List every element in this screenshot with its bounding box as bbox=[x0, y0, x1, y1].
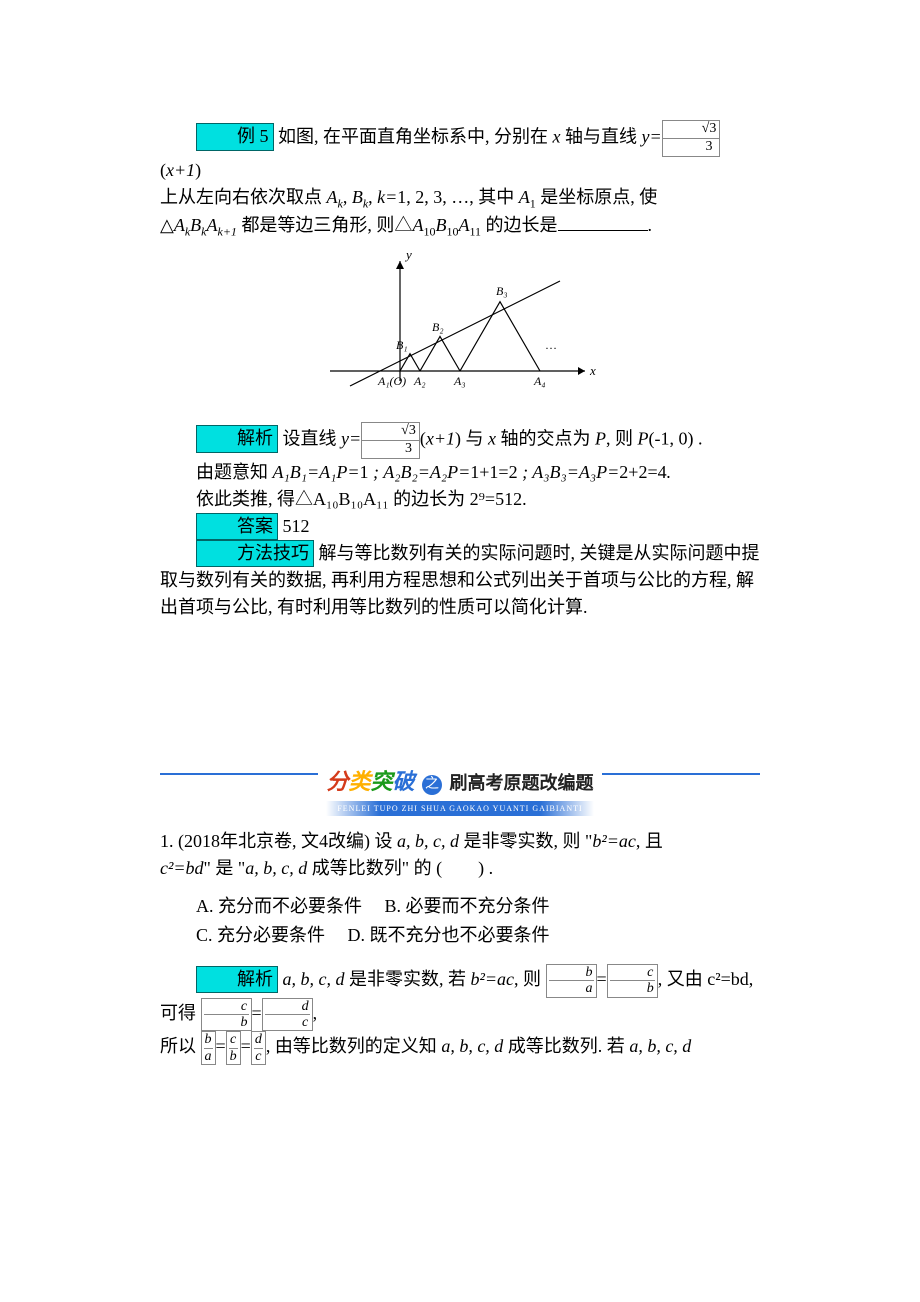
ex5-t1: 如图, 在平面直角坐标系中, 分别在 bbox=[278, 126, 553, 146]
choice-a: A. 充分而不必要条件 bbox=[196, 896, 362, 916]
method-label: 方法技巧 bbox=[196, 540, 314, 567]
choice-b: B. 必要而不充分条件 bbox=[385, 896, 550, 916]
banner-tail: 刷高考原题改编题 bbox=[450, 773, 594, 793]
svg-text:…: … bbox=[545, 338, 557, 352]
frac-b-a: ba bbox=[546, 964, 597, 998]
frac-c-b2: cb bbox=[201, 998, 252, 1032]
example5-line1: 例 5 如图, 在平面直角坐标系中, 分别在 x 轴与直线 y=√33(x+1) bbox=[160, 120, 760, 184]
example5-label: 例 5 bbox=[196, 123, 274, 150]
svg-text:A₂: A₂ bbox=[413, 374, 426, 388]
method-block: 方法技巧 解与等比数列有关的实际问题时, 关键是从实际问题中提取与数列有关的数据… bbox=[160, 540, 760, 621]
example5-line3: △AkBkAk+1 都是等边三角形, 则△A10B10A11 的边长是. bbox=[160, 212, 760, 241]
answer-line: 答案 512 bbox=[160, 513, 760, 540]
banner-pinyin: FENLEI TUPO ZHI SHUA GAOKAO YUANTI GAIBI… bbox=[326, 801, 593, 816]
ex5-x: x bbox=[553, 126, 561, 146]
ex5-y: y= bbox=[642, 126, 662, 146]
answer-value: 512 bbox=[283, 516, 310, 536]
svg-text:A₄: A₄ bbox=[533, 374, 546, 388]
frac-c-b: cb bbox=[607, 964, 658, 998]
q1-analysis-label: 解析 bbox=[196, 966, 278, 993]
svg-text:B₃: B₃ bbox=[496, 284, 508, 298]
q1-analysis-l2: 所以 ba=cb=dc, 由等比数列的定义知 a, b, c, d 成等比数列.… bbox=[160, 1031, 760, 1065]
svg-text:B₂: B₂ bbox=[432, 320, 444, 334]
frac-d-c: dc bbox=[262, 998, 313, 1032]
example5-line2: 上从左向右依次取点 Ak, Bk, k=1, 2, 3, …, 其中 A1 是坐… bbox=[160, 184, 760, 213]
choice-c: C. 充分必要条件 bbox=[196, 925, 325, 945]
analysis-line1: 解析 设直线 y=√33(x+1) 与 x 轴的交点为 P, 则 P(-1, 0… bbox=[160, 422, 760, 459]
svg-text:A₃: A₃ bbox=[453, 374, 466, 388]
ex5-t2: 轴与直线 bbox=[561, 126, 642, 146]
q1-analysis-l1: 解析 a, b, c, d 是非零实数, 若 b²=ac, 则 ba=cb, 又… bbox=[160, 964, 760, 1032]
section-banner: 分类突破 之 刷高考原题改编题 FENLEI TUPO ZHI SHUA GAO… bbox=[160, 761, 760, 822]
ex5-xp1: x+1 bbox=[166, 160, 195, 180]
analysis-line2: 由题意知 A₁B₁=A₁P=1 ; A₂B₂=A₂P=1+1=2 ; A₃B₃=… bbox=[160, 459, 760, 486]
svg-text:B₁: B₁ bbox=[396, 338, 408, 352]
q1-stem: 1. (2018年北京卷, 文4改编) 设 a, b, c, d 是非零实数, … bbox=[160, 828, 760, 882]
page-content: 例 5 如图, 在平面直角坐标系中, 分别在 x 轴与直线 y=√33(x+1)… bbox=[0, 0, 920, 1125]
analysis-line3: 依此类推, 得△A₁₀B₁₀A₁₁ 的边长为 2⁹=512. bbox=[160, 486, 760, 513]
answer-blank bbox=[558, 212, 648, 231]
analysis-label: 解析 bbox=[196, 425, 278, 452]
y-axis-label: y bbox=[404, 247, 412, 262]
svg-text:A₁(O): A₁(O) bbox=[377, 374, 406, 388]
q1-choices: A. 充分而不必要条件 B. 必要而不充分条件 C. 充分必要条件 D. 既不充… bbox=[196, 892, 760, 950]
sqrt3-over-3-a: √33 bbox=[662, 120, 721, 157]
answer-label: 答案 bbox=[196, 513, 278, 540]
sqrt3-over-3-b: √33 bbox=[361, 422, 420, 459]
triangle-diagram: y x A₁(O) A₂ A₃ A₄ B₁ B₂ B₃ … bbox=[160, 251, 760, 412]
banner-badge: 之 bbox=[422, 775, 442, 795]
x-axis-label: x bbox=[589, 363, 596, 378]
choice-d: D. 既不充分也不必要条件 bbox=[348, 925, 550, 945]
ex5-cp: ) bbox=[195, 160, 201, 180]
